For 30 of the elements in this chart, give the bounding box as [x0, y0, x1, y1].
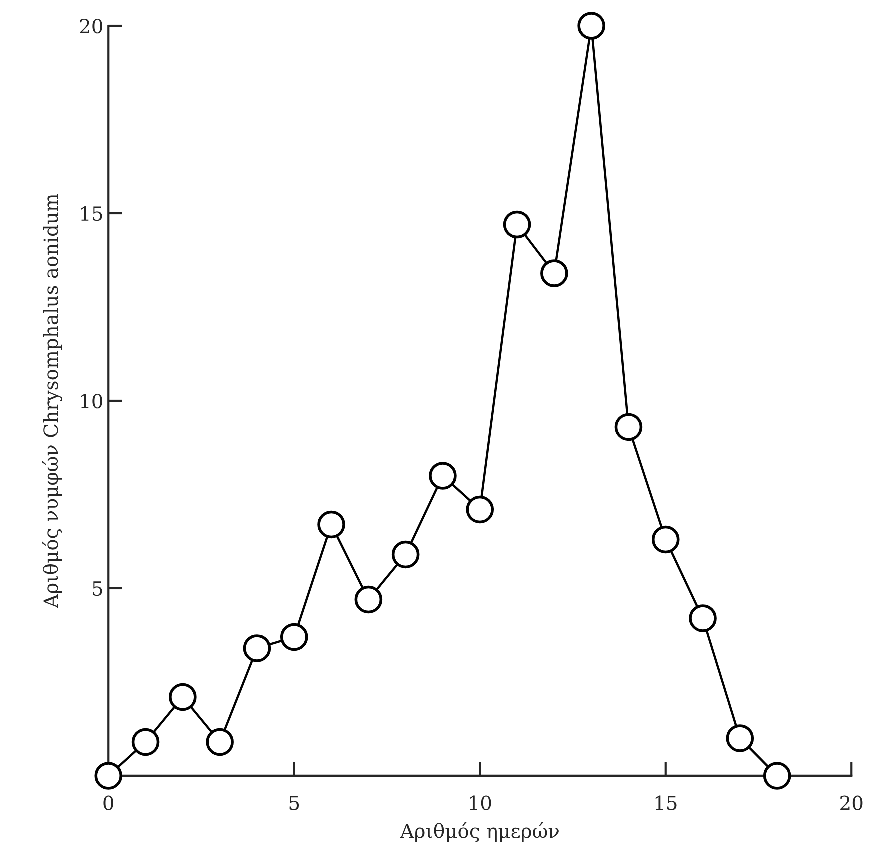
x-tick-label: 5 — [290, 796, 300, 810]
x-tick-label: 20 — [840, 796, 863, 810]
point — [206, 728, 234, 756]
point — [763, 762, 792, 790]
point — [540, 260, 568, 288]
point — [94, 762, 123, 790]
point — [466, 496, 494, 524]
point — [280, 623, 308, 652]
y-tick-label: 15 — [81, 206, 102, 222]
point — [132, 728, 160, 756]
point — [169, 683, 197, 712]
point — [318, 510, 346, 539]
x-tick-label: 0 — [104, 796, 114, 810]
x-axis-title: Αριθμός ημερών — [400, 822, 559, 842]
point — [392, 540, 420, 569]
x-tick-label: 15 — [656, 796, 677, 810]
point — [429, 462, 457, 490]
point — [503, 210, 532, 239]
y-axis-title: Αριθμός νυμφών Chrysomphalus aonidum — [42, 194, 62, 608]
point — [652, 526, 680, 554]
point — [243, 634, 272, 662]
point — [354, 586, 383, 614]
point — [614, 413, 643, 442]
y-tick-label: 10 — [81, 394, 102, 409]
y-tick-label: 20 — [80, 18, 102, 34]
y-tick-label: 5 — [93, 582, 102, 596]
x-tick-label: 10 — [470, 796, 492, 810]
point — [689, 604, 717, 632]
point — [726, 724, 754, 752]
point — [578, 12, 606, 40]
